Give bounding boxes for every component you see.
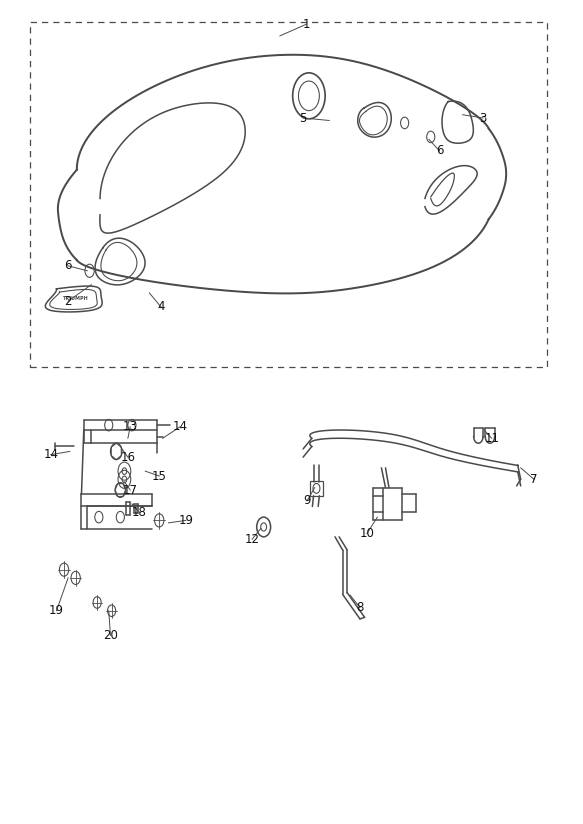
Text: 12: 12 <box>244 533 259 545</box>
Text: 19: 19 <box>49 604 64 617</box>
Text: 6: 6 <box>436 144 443 157</box>
Text: 15: 15 <box>152 470 167 483</box>
Text: 11: 11 <box>484 432 499 445</box>
Text: 2: 2 <box>64 295 72 307</box>
Text: 10: 10 <box>360 527 374 540</box>
Text: TRIUMPH: TRIUMPH <box>63 296 89 301</box>
Text: 19: 19 <box>178 514 194 527</box>
Text: 20: 20 <box>103 629 118 642</box>
Text: 5: 5 <box>300 111 307 124</box>
Text: 9: 9 <box>303 494 311 508</box>
Text: 7: 7 <box>531 473 538 486</box>
Text: 16: 16 <box>120 451 135 464</box>
Text: 18: 18 <box>132 506 147 518</box>
Text: 8: 8 <box>356 601 364 614</box>
Text: 6: 6 <box>64 260 72 272</box>
Text: 3: 3 <box>479 111 487 124</box>
Text: 14: 14 <box>43 448 58 461</box>
Text: 14: 14 <box>173 420 188 433</box>
Text: 4: 4 <box>157 301 165 313</box>
Text: 13: 13 <box>123 420 138 433</box>
Text: 1: 1 <box>302 18 310 30</box>
Text: 17: 17 <box>122 484 138 497</box>
